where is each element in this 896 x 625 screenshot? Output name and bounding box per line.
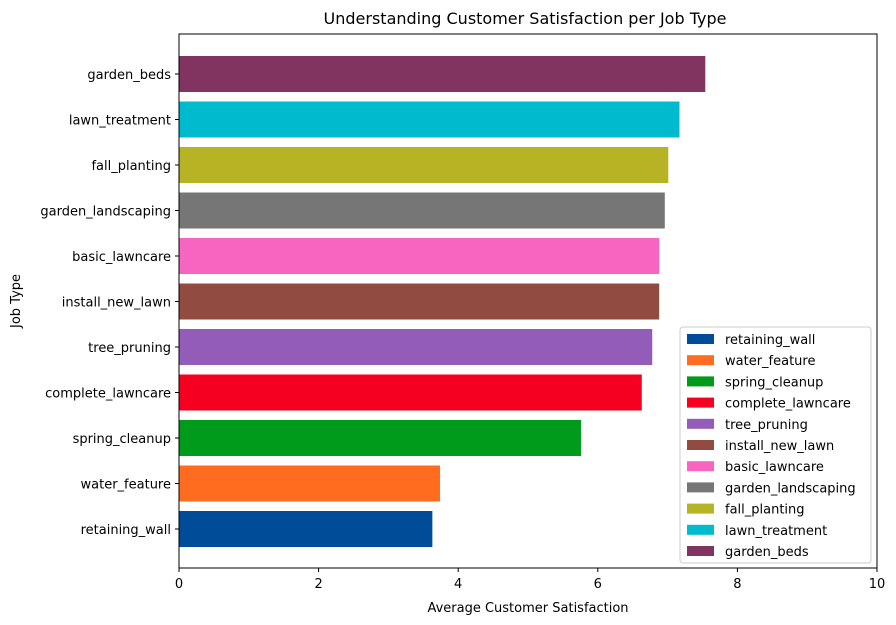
legend-label: retaining_wall [725, 333, 815, 348]
chart-title: Understanding Customer Satisfaction per … [324, 9, 727, 28]
bar-garden-beds [179, 56, 706, 92]
y-tick-label: install_new_lawn [62, 296, 171, 311]
legend-swatch-retaining-wall [687, 334, 714, 344]
legend-swatch-garden-landscaping [687, 482, 714, 493]
y-tick-label: water_feature [81, 478, 171, 493]
legend-box [679, 326, 872, 564]
y-axis-label: Job Type [9, 274, 24, 329]
legend-swatch-install-new-lawn [687, 440, 714, 450]
y-tick-label: fall_planting [91, 159, 171, 174]
x-tick-label: 4 [454, 577, 462, 592]
legend-label: water_feature [725, 354, 815, 369]
bar-garden-landscaping [179, 192, 665, 229]
y-tick-label: complete_lawncare [45, 387, 171, 402]
y-tick-label: lawn_treatment [69, 114, 171, 129]
legend-swatch-tree-pruning [687, 418, 714, 429]
y-tick-label: garden_landscaping [40, 205, 171, 220]
x-axis-label: Average Customer Satisfaction [427, 601, 628, 616]
bar-spring-cleanup [179, 420, 582, 456]
legend-label: install_new_lawn [725, 439, 834, 454]
legend-label: basic_lawncare [725, 460, 824, 475]
x-tick-label: 10 [869, 577, 886, 592]
legend-label: lawn_treatment [725, 524, 827, 539]
bar-fall-planting [179, 147, 669, 183]
y-tick-label: garden_beds [87, 68, 171, 83]
legend-label: garden_beds [725, 545, 809, 560]
y-tick-label: retaining_wall [81, 523, 171, 538]
legend-swatch-garden-beds [687, 546, 714, 556]
x-tick-label: 8 [733, 577, 741, 592]
y-tick-label: tree_pruning [88, 341, 171, 356]
legend-label: fall_planting [725, 503, 805, 518]
legend-swatch-lawn-treatment [687, 524, 714, 535]
legend-swatch-spring-cleanup [687, 376, 714, 387]
bar-lawn-treatment [179, 101, 680, 138]
legend-swatch-fall-planting [687, 503, 714, 514]
legend: retaining_wall water_feature spring_cleanu… [679, 326, 872, 564]
bar-water-feature [179, 465, 441, 502]
legend-swatch-water-feature [687, 355, 714, 366]
x-tick-label: 2 [314, 577, 322, 592]
bar-retaining-wall [179, 511, 433, 547]
bars-group [179, 56, 706, 547]
x-axis: 0 2 4 6 8 10 [175, 568, 885, 592]
x-tick-label: 0 [175, 577, 183, 592]
y-tick-label: basic_lawncare [72, 250, 171, 265]
bar-complete-lawncare [179, 374, 642, 411]
y-axis: retaining_wall water_feature spring_cleanu… [40, 68, 179, 538]
legend-swatch-complete-lawncare [687, 397, 714, 408]
bar-install-new-lawn [179, 283, 660, 320]
x-tick-label: 6 [594, 577, 602, 592]
legend-swatch-basic-lawncare [687, 461, 714, 472]
bar-basic-lawncare [179, 238, 660, 274]
legend-label: garden_landscaping [725, 481, 856, 496]
legend-label: complete_lawncare [725, 397, 851, 412]
legend-label: tree_pruning [725, 418, 808, 433]
y-tick-label: spring_cleanup [73, 432, 171, 447]
legend-label: spring_cleanup [725, 375, 823, 390]
bar-tree-pruning [179, 329, 653, 365]
